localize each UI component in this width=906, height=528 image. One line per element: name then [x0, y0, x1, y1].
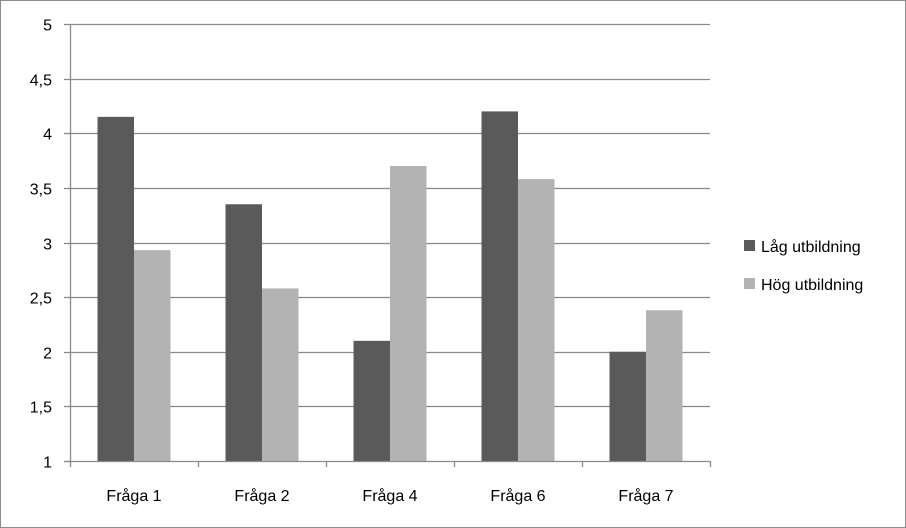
bar-lag-5	[609, 351, 646, 461]
legend-swatch-hog	[744, 278, 755, 289]
bar-lag-2	[225, 204, 262, 461]
x-tick-label: Fråga 6	[490, 487, 545, 505]
legend-swatch-lag	[744, 240, 755, 251]
y-tick-label: 3,5	[30, 182, 52, 199]
y-tick-label: 4	[43, 127, 52, 144]
bar-lag-4	[481, 111, 518, 462]
x-tick-label: Fråga 4	[362, 487, 417, 505]
bar-lag-3	[353, 340, 390, 461]
legend-label-lag: Låg utbildning	[761, 238, 861, 256]
y-tick-label: 5	[43, 18, 52, 35]
legend-label-hog: Hög utbildning	[761, 277, 863, 294]
bar-lag-1	[97, 116, 134, 462]
x-tick-label: Fråga 1	[106, 487, 161, 505]
bar-hog-5	[646, 310, 683, 461]
bars	[97, 111, 683, 462]
x-tick-label: Fråga 7	[618, 487, 673, 505]
bar-hog-1	[134, 250, 171, 461]
bar-hog-3	[390, 166, 427, 461]
y-tick-label: 1	[43, 455, 52, 472]
y-tick-label: 1,5	[30, 400, 52, 417]
legend: Låg utbildning Hög utbildning	[744, 238, 863, 294]
x-tick-label: Fråga 2	[234, 487, 289, 505]
bar-hog-4	[518, 179, 555, 461]
y-tick-label: 2	[43, 346, 52, 363]
x-tick-labels: Fråga 1 Fråga 2 Fråga 4 Fråga 6 Fråga 7	[106, 487, 673, 505]
axes	[64, 23, 712, 467]
y-tick-label: 2,5	[30, 291, 52, 308]
y-tick-labels: 1 1,5 2 2,5 3 3,5 4 4,5 5	[30, 18, 52, 472]
y-tick-label: 3	[43, 237, 52, 254]
y-tick-label: 4,5	[30, 73, 52, 90]
bar-hog-2	[262, 288, 299, 461]
